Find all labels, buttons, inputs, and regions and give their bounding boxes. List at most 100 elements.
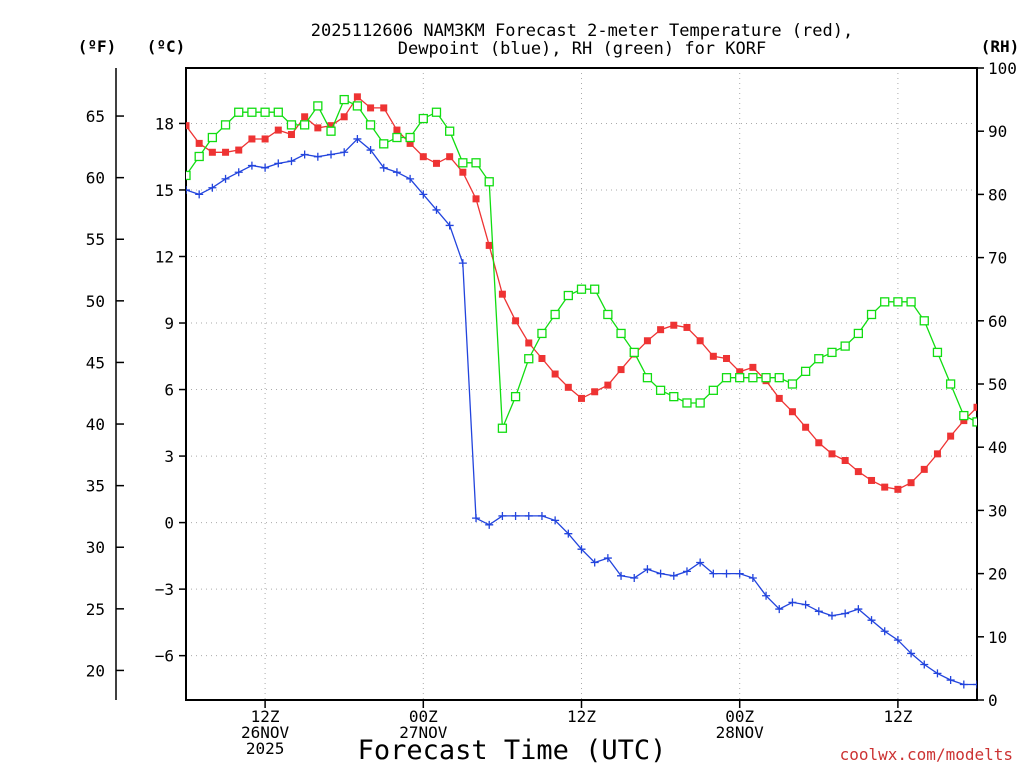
- temperature-point: [301, 113, 309, 121]
- dewpoint-point: [340, 148, 349, 157]
- dewpoint-point: [551, 516, 560, 525]
- temperature-point: [393, 126, 401, 134]
- x-tick-label: 00Z: [409, 707, 438, 726]
- temperature-point: [498, 290, 506, 298]
- temperature-point: [960, 417, 968, 425]
- rh-point: [537, 328, 547, 339]
- rh-tick-label: 30: [988, 501, 1007, 520]
- rh-point: [260, 107, 270, 117]
- dewpoint-point: [603, 554, 612, 563]
- rh-point: [682, 398, 692, 408]
- rh-point: [655, 385, 666, 395]
- temperature-point: [709, 352, 717, 360]
- temperature-point: [208, 148, 216, 156]
- dewpoint-point: [498, 511, 507, 520]
- temperature-point: [248, 135, 256, 143]
- temperature-point: [894, 485, 902, 493]
- dewpoint-point: [735, 569, 744, 578]
- temperature-point: [617, 366, 625, 374]
- dewpoint-point: [630, 574, 639, 583]
- fahrenheit-tick-label: 30: [86, 538, 105, 557]
- temperature-point: [287, 131, 295, 139]
- rh-point: [748, 373, 758, 383]
- rh-point: [445, 126, 455, 136]
- dewpoint-point: [788, 598, 797, 607]
- dewpoint-point: [643, 565, 652, 574]
- temperature-point: [604, 381, 612, 389]
- dewpoint-point: [682, 567, 691, 576]
- rh-point: [853, 328, 863, 339]
- dewpoint-point: [432, 205, 441, 214]
- dewpoint-point: [511, 511, 520, 520]
- chart-title-line-1: 2025112606 NAM3KM Forecast 2-meter Tempe…: [311, 21, 853, 41]
- unit-label-rh: (RH): [981, 37, 1020, 56]
- rh-tick-label: 50: [988, 375, 1007, 394]
- temperature-point: [380, 104, 388, 112]
- dewpoint-point: [827, 611, 836, 620]
- dewpoint-point: [208, 183, 217, 192]
- rh-point: [510, 391, 521, 402]
- rh-point: [814, 354, 824, 364]
- rh-point: [365, 120, 376, 130]
- rh-tick-label: 10: [988, 628, 1007, 647]
- rh-point: [708, 385, 718, 395]
- dewpoint-point: [814, 607, 823, 616]
- x-tick-label: 12Z: [251, 707, 280, 726]
- dewpoint-point: [313, 152, 322, 161]
- temperature-point: [314, 124, 322, 132]
- fahrenheit-tick-label: 25: [86, 600, 105, 619]
- grid-lines: [186, 68, 977, 700]
- dewpoint-point: [485, 520, 494, 529]
- temperature-point: [657, 326, 665, 334]
- dewpoint-point: [195, 190, 204, 199]
- dewpoint-point: [392, 168, 401, 177]
- rh-point: [247, 107, 257, 117]
- dewpoint-line: [186, 138, 977, 686]
- rh-tick-label: 0: [988, 691, 998, 710]
- temperature-point: [551, 370, 559, 378]
- fahrenheit-tick-label: 35: [86, 477, 105, 496]
- dewpoint-point: [893, 636, 902, 645]
- dewpoint-point: [327, 150, 336, 159]
- temperature-point: [472, 195, 480, 203]
- rh-tick-label: 80: [988, 185, 1007, 204]
- dewpoint-point: [524, 511, 533, 520]
- rh-point: [379, 139, 389, 149]
- rh-point: [186, 170, 191, 181]
- axes: [115, 67, 984, 708]
- temperature-point: [947, 432, 955, 440]
- temperature-point: [643, 337, 651, 345]
- dewpoint-point: [445, 221, 454, 230]
- dewpoint-point: [261, 163, 270, 172]
- plot-frame: [185, 67, 978, 701]
- temperature-point: [920, 465, 928, 473]
- temperature-point: [683, 323, 691, 331]
- temperature-point: [788, 408, 796, 416]
- rh-point: [616, 328, 626, 339]
- rh-point: [207, 132, 218, 143]
- rh-point: [299, 120, 310, 130]
- x-tick-label: 12Z: [567, 707, 596, 726]
- dewpoint-point: [590, 558, 599, 567]
- dewpoint-point: [801, 600, 810, 609]
- rh-point: [339, 94, 349, 105]
- temperature-point: [525, 339, 533, 347]
- rh-point: [787, 379, 798, 389]
- celsius-tick-label: 6: [164, 381, 174, 400]
- dewpoint-point: [867, 616, 876, 625]
- temperature-point: [868, 476, 876, 484]
- fahrenheit-tick-label: 55: [86, 230, 105, 249]
- temperature-point: [186, 122, 190, 130]
- rh-point: [405, 132, 415, 143]
- rh-point: [550, 309, 560, 320]
- x-tick-label: 28NOV: [716, 723, 765, 742]
- dewpoint-point: [458, 259, 467, 268]
- celsius-tick-label: 12: [155, 247, 174, 266]
- dewpoint-point: [669, 571, 678, 580]
- dewpoint-point: [577, 545, 586, 554]
- rh-point: [669, 391, 679, 402]
- celsius-tick-label: 9: [164, 314, 174, 333]
- dewpoint-point: [656, 569, 665, 578]
- rh-point: [932, 347, 943, 358]
- dewpoint-point: [959, 680, 968, 689]
